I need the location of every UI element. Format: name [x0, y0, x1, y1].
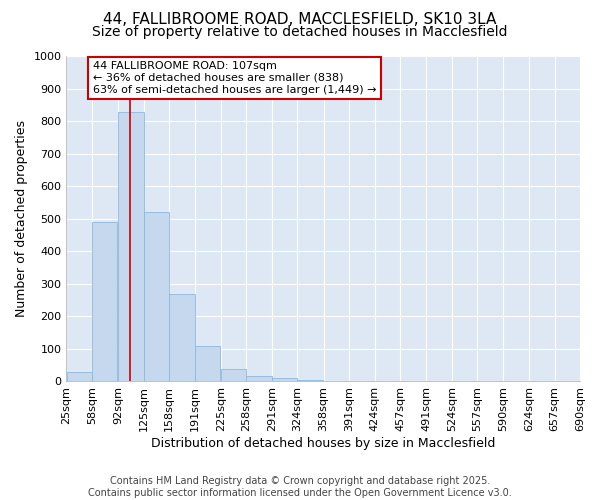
- Bar: [221, 369, 246, 382]
- Bar: [67, 372, 92, 382]
- Bar: [118, 112, 143, 382]
- Text: Size of property relative to detached houses in Macclesfield: Size of property relative to detached ho…: [92, 25, 508, 39]
- X-axis label: Distribution of detached houses by size in Macclesfield: Distribution of detached houses by size …: [151, 437, 496, 450]
- Bar: [92, 222, 117, 382]
- Bar: [298, 380, 323, 382]
- Text: 44, FALLIBROOME ROAD, MACCLESFIELD, SK10 3LA: 44, FALLIBROOME ROAD, MACCLESFIELD, SK10…: [103, 12, 497, 28]
- Y-axis label: Number of detached properties: Number of detached properties: [15, 120, 28, 318]
- Text: 44 FALLIBROOME ROAD: 107sqm
← 36% of detached houses are smaller (838)
63% of se: 44 FALLIBROOME ROAD: 107sqm ← 36% of det…: [92, 62, 376, 94]
- Text: Contains HM Land Registry data © Crown copyright and database right 2025.
Contai: Contains HM Land Registry data © Crown c…: [88, 476, 512, 498]
- Bar: [272, 378, 297, 382]
- Bar: [195, 346, 220, 382]
- Bar: [169, 294, 194, 382]
- Bar: [247, 376, 272, 382]
- Bar: [144, 212, 169, 382]
